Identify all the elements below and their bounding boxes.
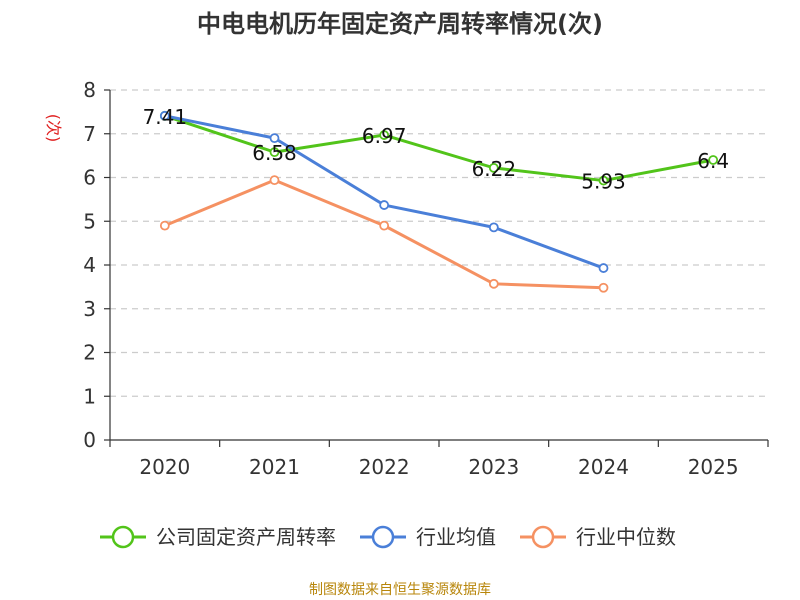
legend-label: 行业均值 <box>416 525 496 549</box>
x-tick-label: 2021 <box>249 455 300 479</box>
legend-marker-icon <box>111 525 135 549</box>
data-point[interactable] <box>379 130 390 140</box>
data-point[interactable] <box>708 155 719 165</box>
data-point[interactable] <box>488 162 499 173</box>
data-point[interactable] <box>598 175 609 186</box>
y-tick-label: 2 <box>83 341 96 365</box>
data-label: 6.4 <box>697 149 729 173</box>
grid-lines <box>110 89 768 397</box>
legend[interactable]: 公司固定资产周转率 行业均值 行业中位数 <box>100 525 676 549</box>
series-lines <box>159 110 719 293</box>
data-point[interactable] <box>598 263 609 273</box>
y-tick-label: 5 <box>83 209 96 233</box>
y-tick-label: 3 <box>83 297 96 321</box>
legend-marker-icon <box>531 525 555 549</box>
data-point[interactable] <box>379 220 390 231</box>
series-line-0 <box>164 114 714 183</box>
data-label: 7.41 <box>143 105 188 129</box>
chart-title: 中电电机历年固定资产周转率情况(次) <box>197 10 603 38</box>
data-label: 6.58 <box>252 141 297 165</box>
x-tick-label: 2023 <box>468 455 519 479</box>
data-point[interactable] <box>159 110 170 121</box>
y-tick-label: 1 <box>83 384 96 408</box>
y-tick-label: 0 <box>83 428 96 452</box>
data-label: 5.93 <box>581 170 626 194</box>
axes: 0 1 2 3 4 5 6 7 8 2020 2021 2022 2023 2024 2025 <box>83 78 769 479</box>
data-point[interactable] <box>269 175 280 186</box>
data-point[interactable] <box>159 220 170 231</box>
x-tick-label: 2022 <box>359 455 410 479</box>
legend-label: 行业中位数 <box>576 525 676 549</box>
x-tick-label: 2025 <box>688 455 739 479</box>
legend-marker-icon <box>371 525 395 549</box>
legend-label: 公司固定资产周转率 <box>156 525 336 549</box>
data-label: 6.97 <box>362 124 407 148</box>
data-label: 6.22 <box>472 157 517 181</box>
y-axis-label: (次) <box>44 114 63 143</box>
x-tick-label: 2024 <box>578 455 629 479</box>
data-point[interactable] <box>488 278 499 289</box>
y-tick-label: 7 <box>83 122 96 146</box>
y-tick-label: 4 <box>83 253 96 277</box>
y-tick-label: 8 <box>83 78 96 102</box>
y-tick-label: 6 <box>83 166 96 190</box>
data-labels: 7.41 6.58 6.97 6.22 5.93 6.4 <box>143 105 730 194</box>
legend-item-2[interactable]: 行业中位数 <box>520 525 676 549</box>
data-point[interactable] <box>379 200 390 210</box>
series-line-2 <box>164 178 604 290</box>
data-point[interactable] <box>269 147 280 158</box>
legend-item-0[interactable]: 公司固定资产周转率 <box>100 525 336 549</box>
data-point[interactable] <box>269 133 280 144</box>
source-footer: 制图数据来自恒生聚源数据库 <box>309 582 491 598</box>
data-point[interactable] <box>598 282 609 293</box>
x-tick-label: 2020 <box>139 455 190 479</box>
data-point[interactable] <box>488 222 499 233</box>
legend-item-1[interactable]: 行业均值 <box>360 525 496 549</box>
